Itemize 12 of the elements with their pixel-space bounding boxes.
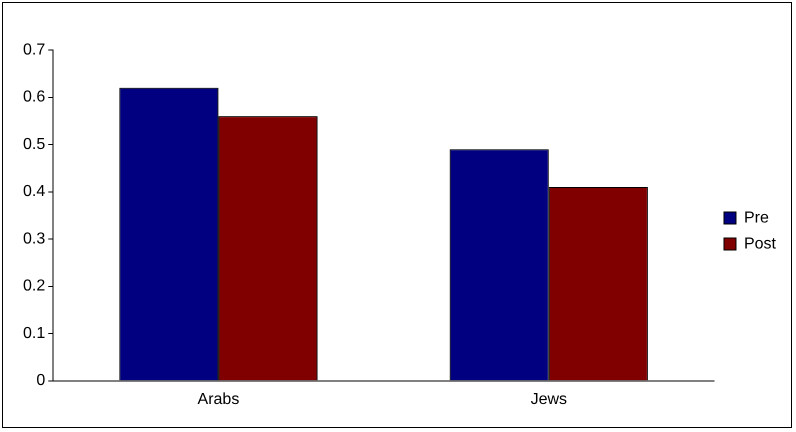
y-tick-label: 0.7 <box>22 41 46 58</box>
y-tick-label: 0 <box>36 372 46 390</box>
y-tick-label: 0.2 <box>22 278 46 295</box>
y-tick-label: 0.5 <box>22 136 46 153</box>
x-tick-label: Jews <box>530 390 568 408</box>
y-tick-label: 0.4 <box>22 183 46 200</box>
y-tick-label: 0.3 <box>22 230 46 248</box>
y-tick-label: 0.1 <box>22 324 46 342</box>
x-tick-label: Arabs <box>198 390 240 408</box>
legend-label: Post <box>744 235 777 252</box>
y-tick-label: 0.6 <box>22 88 46 106</box>
legend-label: Pre <box>744 209 769 226</box>
